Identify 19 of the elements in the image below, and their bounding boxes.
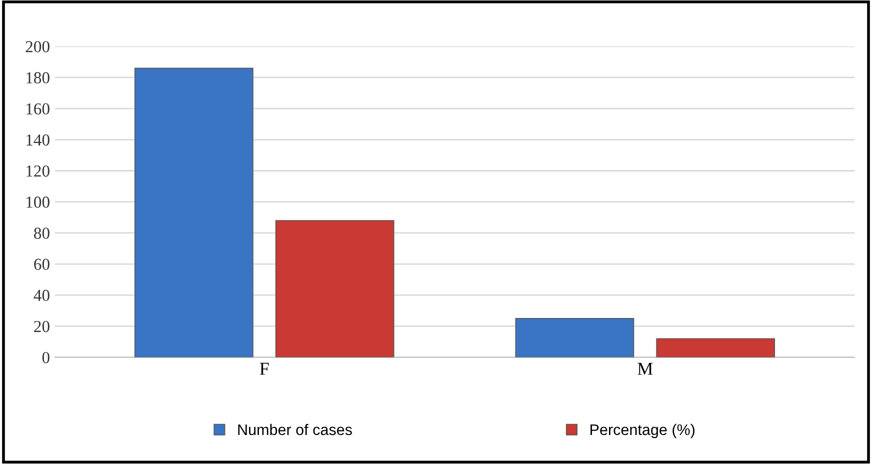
bar [134,68,254,358]
bar [275,220,394,358]
legend-label: Number of cases [238,424,352,436]
x-tick-label: F [260,362,269,375]
y-tick-label: 40 [34,290,50,302]
legend-label: Percentage (%) [590,424,694,438]
y-tick-label: 20 [34,320,50,332]
y-tick-label: 180 [26,72,50,84]
y-tick-label: 60 [34,258,50,270]
bar [656,338,776,358]
y-tick-label: 0 [42,352,50,364]
y-tick-label: 160 [26,103,50,115]
y-tick-label: 80 [34,228,50,239]
y-tick-label: 200 [26,41,50,52]
y-tick-label: 100 [26,196,50,208]
y-tick-label: 120 [26,165,50,177]
x-tick-label: M [638,362,653,375]
bar [515,318,634,358]
y-tick-label: 140 [26,134,50,146]
